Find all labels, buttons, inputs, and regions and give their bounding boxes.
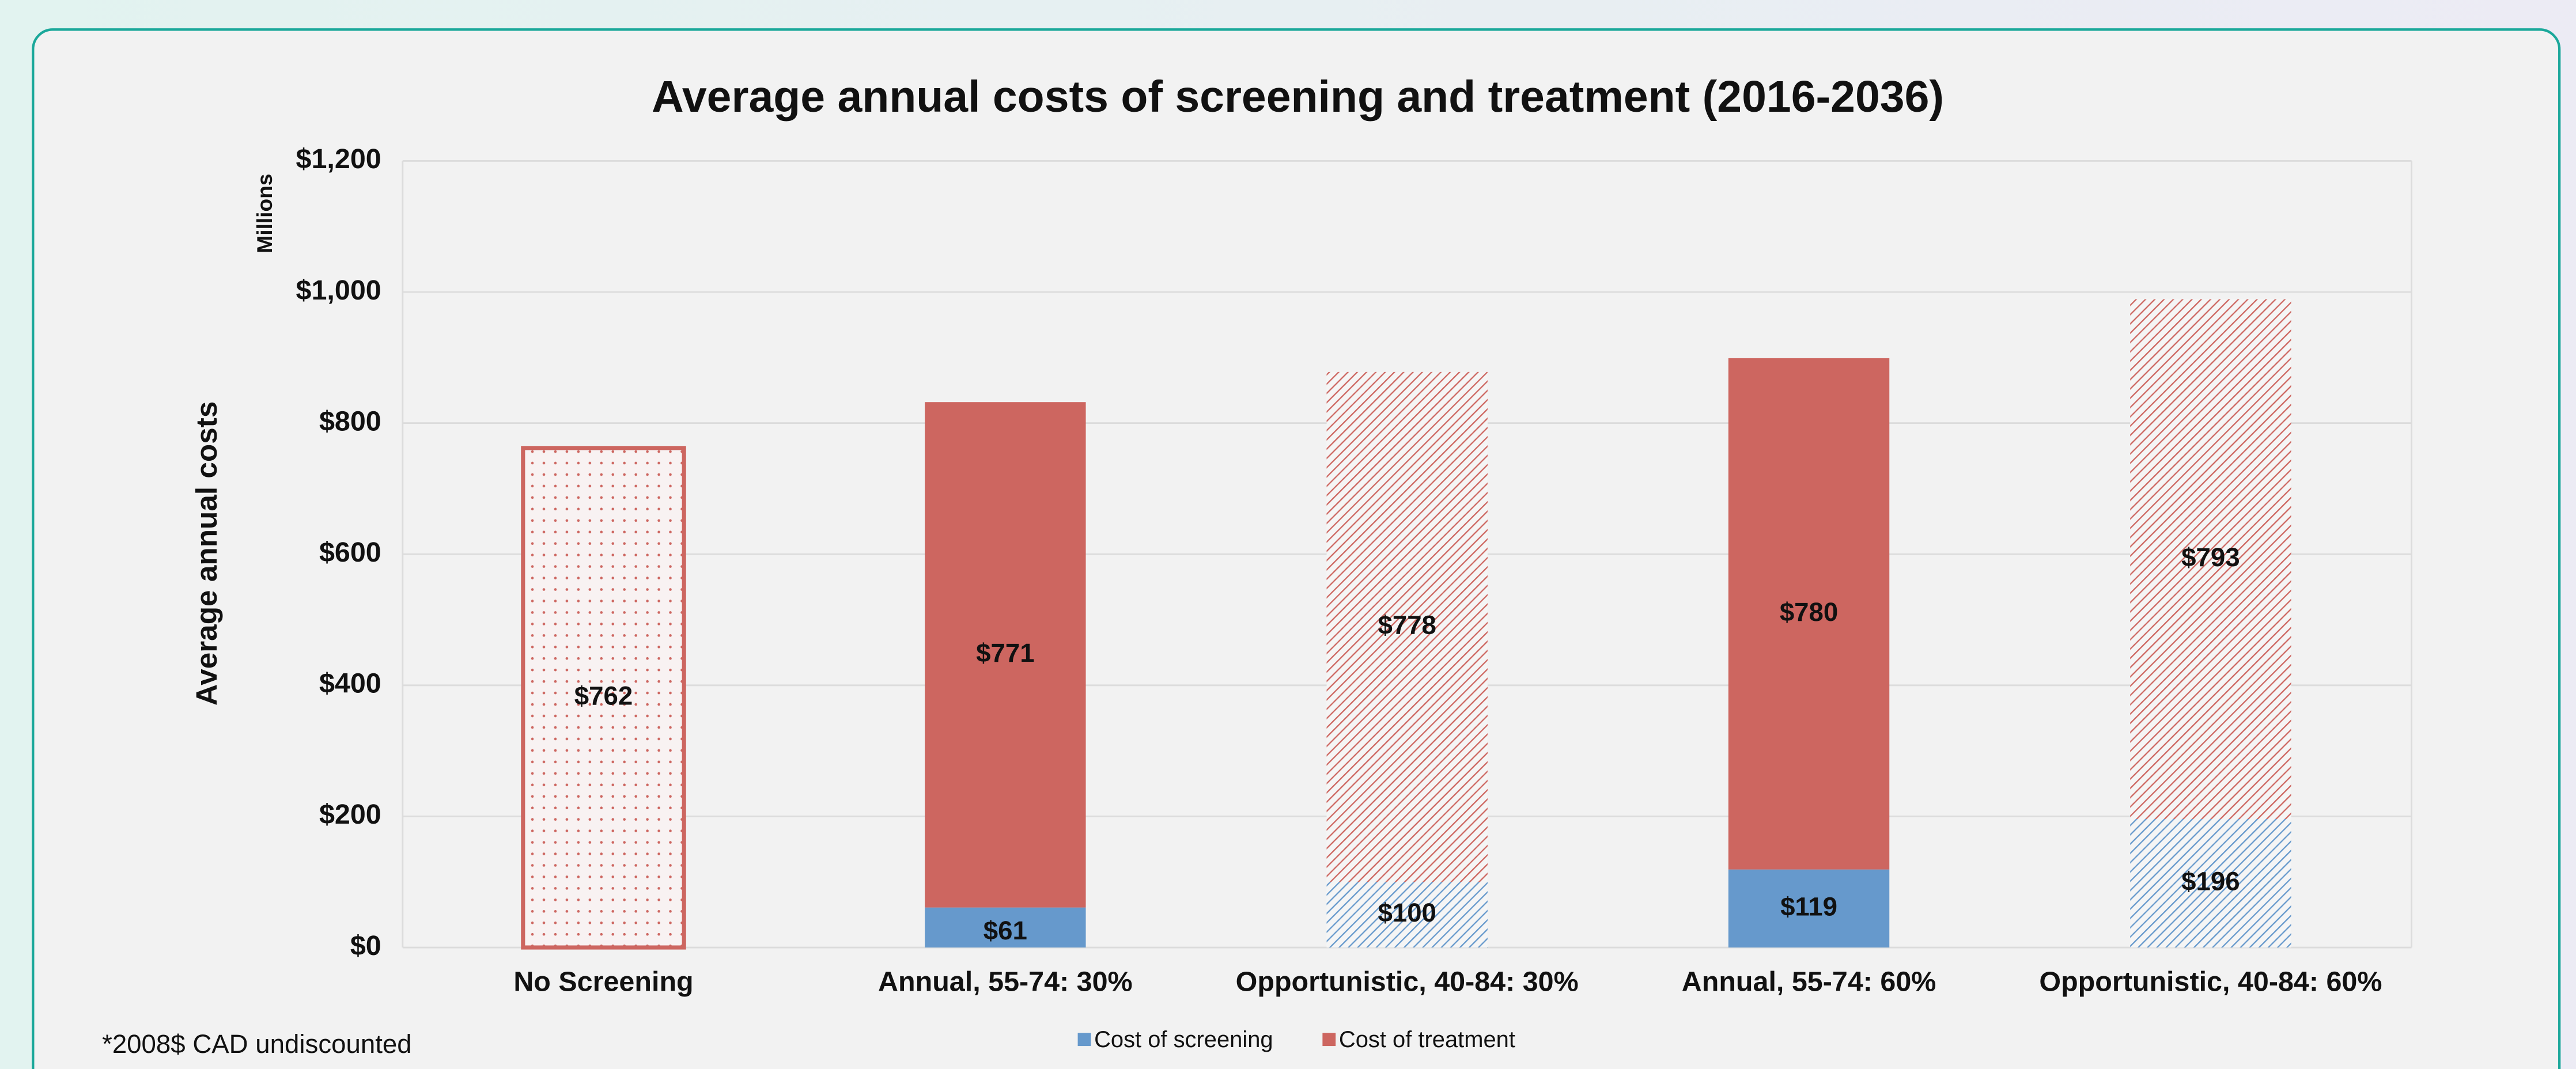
bar-segment xyxy=(2130,299,2291,819)
footnote: *2008$ CAD undiscounted xyxy=(102,1029,412,1059)
bar-segment xyxy=(925,402,1086,908)
legend-swatch xyxy=(1322,1033,1336,1047)
y-axis-label: Average annual costs xyxy=(190,401,223,706)
y-tick-label: $200 xyxy=(319,799,381,830)
y-tick-label: $600 xyxy=(319,537,381,568)
legend-swatch xyxy=(1077,1033,1091,1047)
y-tick-label: $1,000 xyxy=(296,275,381,306)
bar-segment xyxy=(1326,372,1488,882)
bar-segment xyxy=(2130,818,2291,948)
value-label: $100 xyxy=(1378,898,1436,927)
value-label: $778 xyxy=(1378,611,1436,640)
y-tick-label: $800 xyxy=(319,405,381,437)
bar-segment xyxy=(1728,869,1890,948)
x-tick-label: Opportunistic, 40-84: 60% xyxy=(2039,966,2382,998)
x-tick-label: Opportunistic, 40-84: 30% xyxy=(1236,966,1579,998)
legend-label: Cost of screening xyxy=(1094,1027,1273,1052)
labels: $0 $200 $400 $600 $800 $1,000 $1,200 No Screeni… xyxy=(296,143,2382,1052)
y-tick-label: $0 xyxy=(350,930,381,961)
value-label: $119 xyxy=(1780,892,1837,921)
value-label: $61 xyxy=(984,916,1027,945)
bars xyxy=(521,299,2291,950)
bar-segment xyxy=(521,446,686,950)
value-label: $762 xyxy=(574,681,633,710)
y-tick-label: $400 xyxy=(319,668,381,699)
bar-segment xyxy=(1728,358,1890,870)
value-label: $780 xyxy=(1780,597,1838,627)
x-tick-label: Annual, 55-74: 30% xyxy=(878,966,1133,998)
chart-title: Average annual costs of screening and tr… xyxy=(652,72,1944,122)
bar-segment xyxy=(1326,882,1488,948)
bar-segment xyxy=(925,907,1086,948)
y-tick-label: $1,200 xyxy=(296,143,381,175)
x-tick-label: No Screening xyxy=(513,966,693,998)
value-label: $793 xyxy=(2181,543,2240,572)
legend-label: Cost of treatment xyxy=(1339,1027,1515,1052)
y-unit: Millions xyxy=(252,174,277,253)
x-tick-label: Annual, 55-74: 60% xyxy=(1682,966,1936,998)
value-label: $196 xyxy=(2181,867,2240,896)
value-label: $771 xyxy=(976,638,1034,668)
